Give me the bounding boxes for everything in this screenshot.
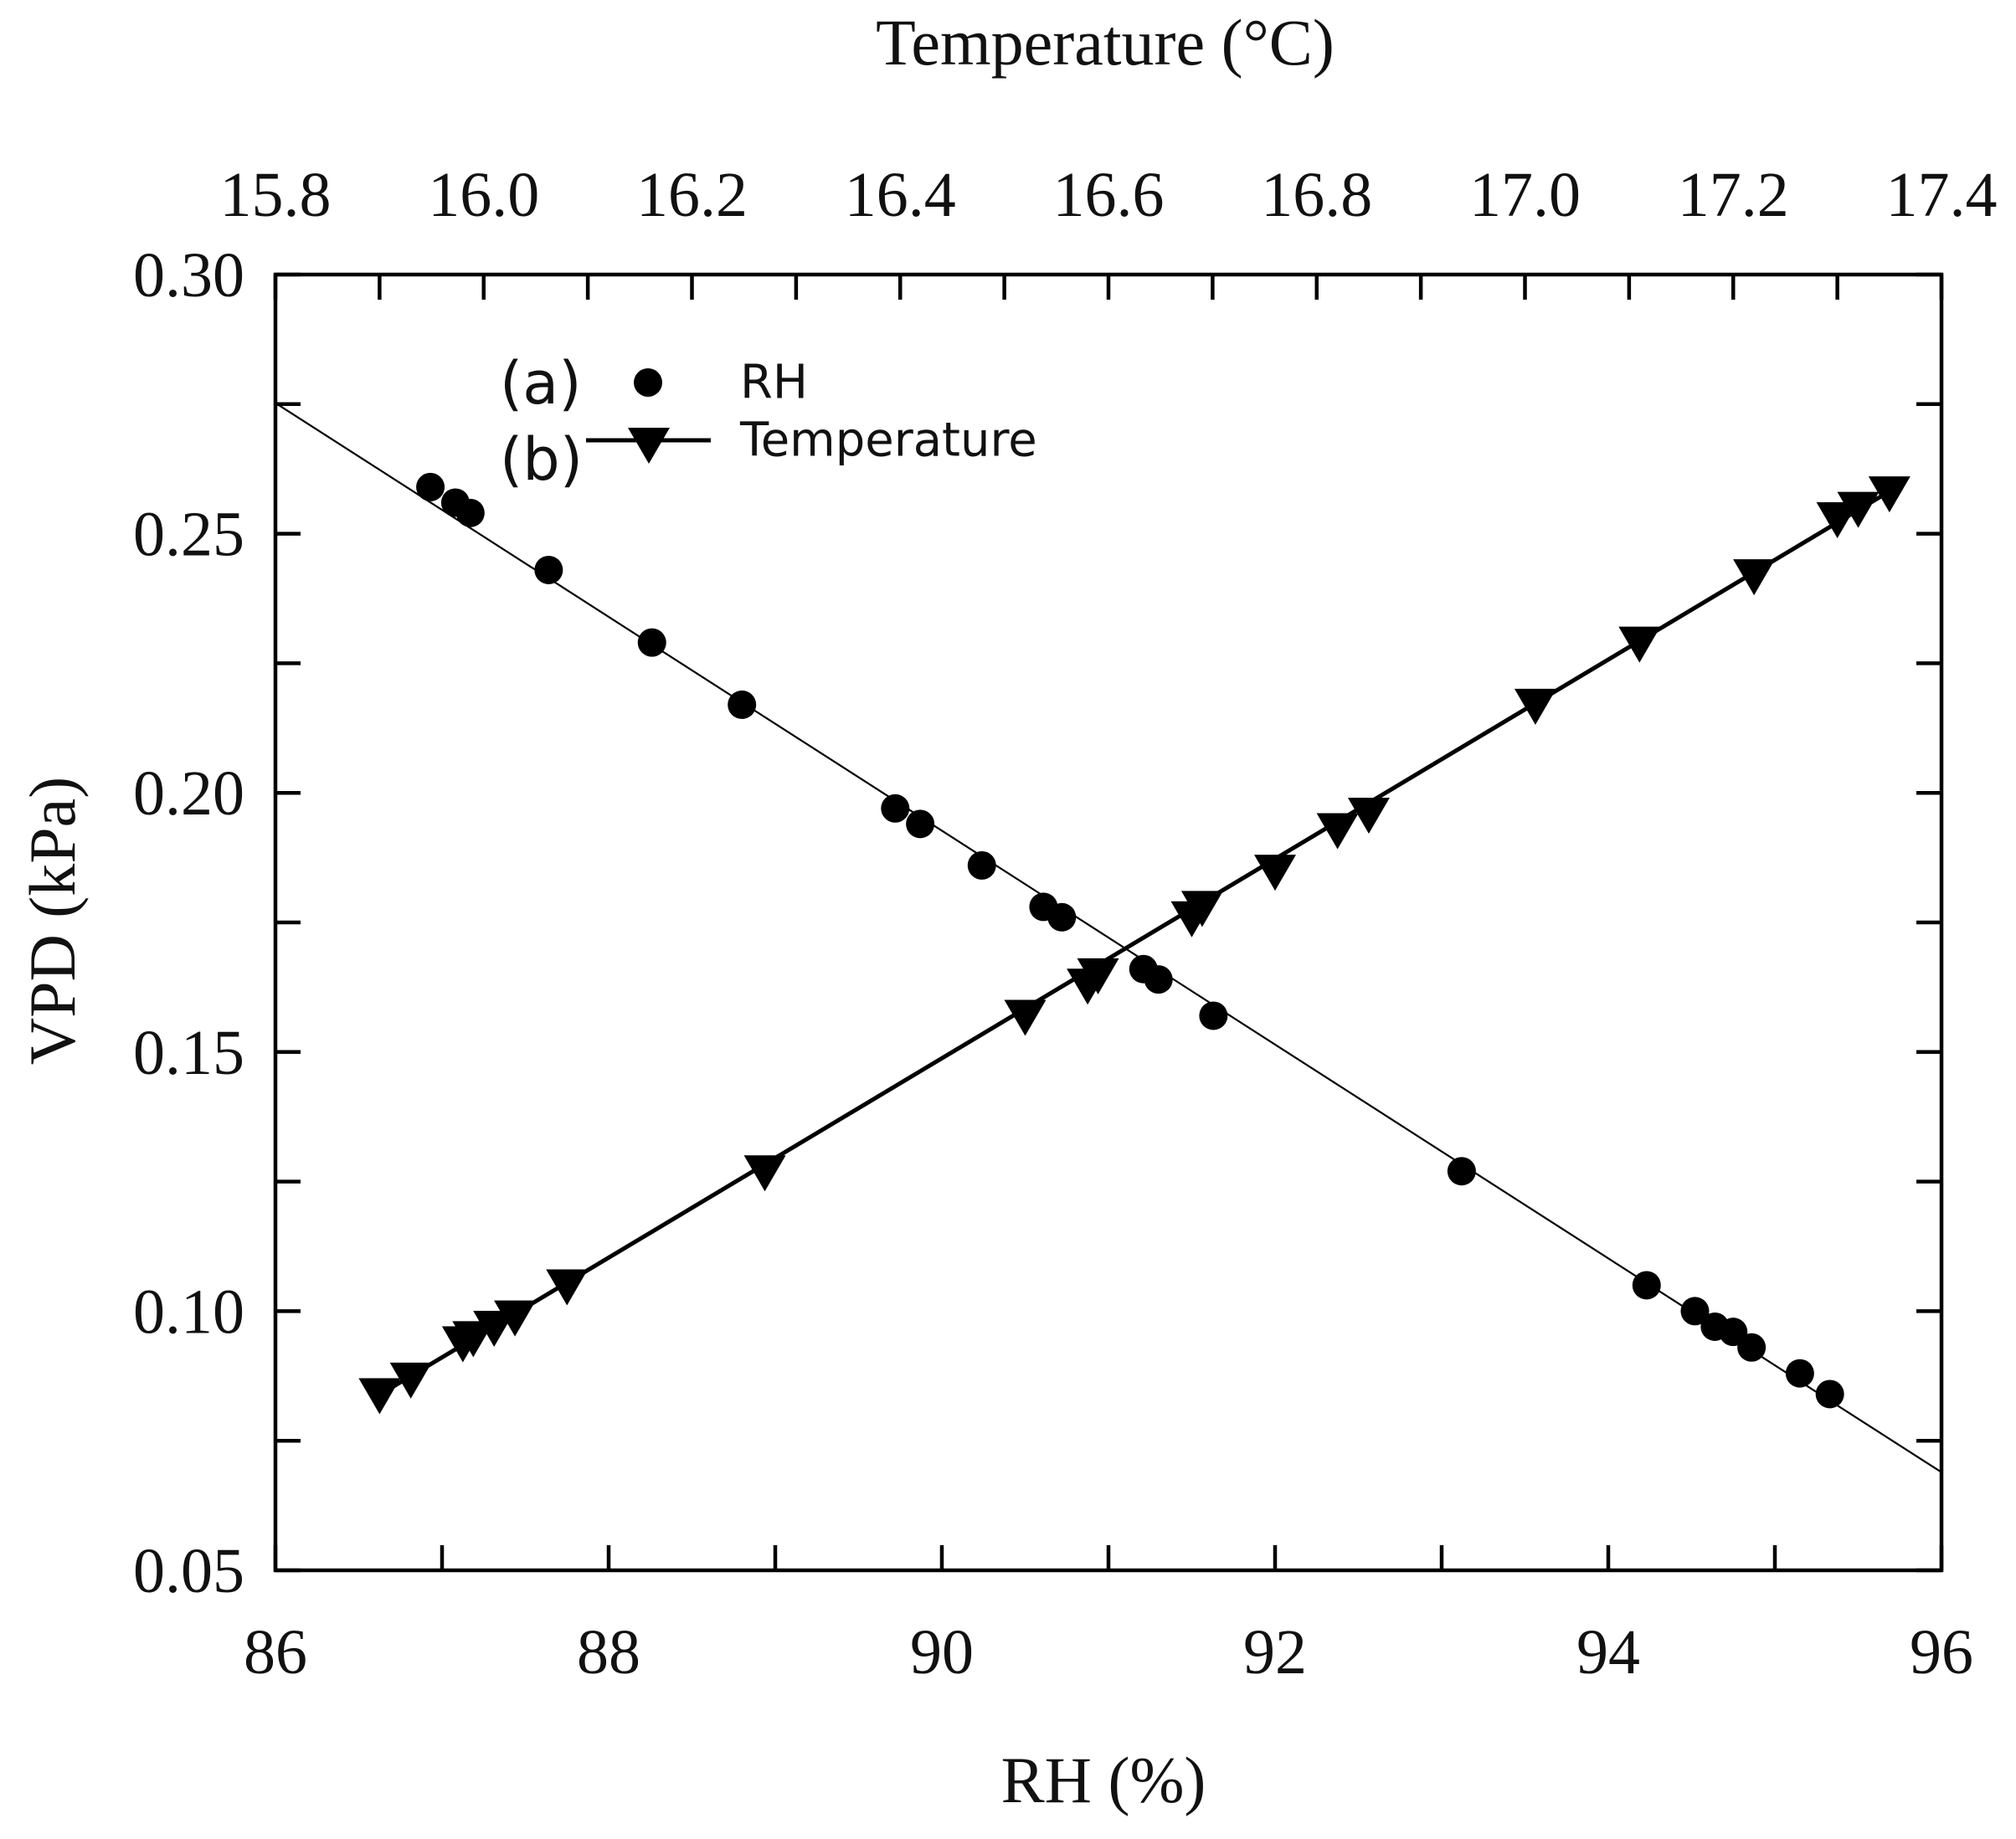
x-tick-label: 88 bbox=[577, 1617, 640, 1687]
temperature-data-point bbox=[1514, 688, 1556, 725]
temperature-data-point bbox=[1733, 559, 1776, 596]
temperature-data-point bbox=[1868, 476, 1911, 513]
rh-data-point bbox=[534, 555, 563, 584]
rh-data-point bbox=[906, 809, 935, 839]
y-tick-label: 0.10 bbox=[133, 1277, 244, 1347]
temperature-data-point bbox=[1077, 958, 1119, 994]
rh-data-point bbox=[1680, 1297, 1710, 1326]
x-tick-label: 96 bbox=[1910, 1617, 1973, 1687]
x-tick-label: 86 bbox=[244, 1617, 307, 1687]
x-axis-title: RH (%) bbox=[1001, 1744, 1206, 1816]
x-tick-label: 90 bbox=[910, 1617, 974, 1687]
temperature-data-point bbox=[1837, 491, 1880, 528]
rh-data-point bbox=[1447, 1157, 1476, 1186]
temperature-data-point bbox=[1816, 502, 1859, 539]
temperature-data-point bbox=[1180, 891, 1223, 927]
temperature-data-point bbox=[1254, 855, 1296, 891]
top-tick-label: 17.0 bbox=[1469, 160, 1581, 230]
rh-data-point bbox=[967, 850, 996, 880]
top-tick-label: 17.2 bbox=[1678, 160, 1789, 230]
legend-prefix-b: (b) bbox=[500, 425, 583, 494]
x-tick-label: 94 bbox=[1576, 1617, 1640, 1687]
rh-data-point bbox=[455, 498, 485, 527]
rh-data-point bbox=[1047, 902, 1077, 932]
rh-data-point bbox=[881, 794, 910, 823]
rh-data-point bbox=[416, 472, 445, 501]
rh-data-point bbox=[728, 690, 757, 719]
rh-data-point bbox=[1737, 1333, 1767, 1362]
top-tick-label: 16.4 bbox=[845, 160, 956, 230]
legend-rh-marker bbox=[634, 368, 662, 397]
temperature-data-point bbox=[389, 1362, 432, 1399]
temperature-data-point bbox=[546, 1269, 589, 1306]
data-series bbox=[274, 402, 1943, 1473]
rh-data-point bbox=[1199, 1001, 1228, 1030]
y-tick-label: 0.20 bbox=[133, 758, 244, 829]
y-tick-label: 0.25 bbox=[133, 500, 244, 570]
y-tick-label: 0.05 bbox=[133, 1536, 244, 1606]
temperature-data-point bbox=[473, 1310, 516, 1347]
top-tick-label: 16.6 bbox=[1053, 160, 1165, 230]
y-tick-label: 0.15 bbox=[133, 1018, 244, 1088]
legend-rh-label: RH bbox=[740, 356, 808, 410]
top-tick-label: 16.2 bbox=[636, 160, 748, 230]
plot-frame bbox=[273, 272, 1944, 1573]
temperature-data-point bbox=[1316, 813, 1359, 850]
legend-prefix-a: (a) bbox=[500, 349, 582, 418]
temperature-fit-line bbox=[377, 489, 1892, 1397]
legend-temperature-label: Temperature bbox=[739, 414, 1037, 468]
rh-data-point bbox=[1815, 1379, 1844, 1409]
top-tick-label: 16.0 bbox=[428, 160, 539, 230]
y-axis-title: VPD (kPa) bbox=[16, 777, 89, 1066]
rh-data-point bbox=[637, 628, 666, 657]
x-tick-label: 92 bbox=[1243, 1617, 1307, 1687]
rh-data-point bbox=[1785, 1359, 1814, 1388]
top-axis-title: Temperature (°C) bbox=[876, 6, 1335, 79]
rh-data-point bbox=[1632, 1271, 1661, 1300]
rh-data-point bbox=[1144, 965, 1173, 994]
temperature-data-point bbox=[1347, 797, 1390, 834]
legend: (a) RH (b) Temperature bbox=[500, 349, 1037, 494]
legend-temperature-marker bbox=[628, 428, 670, 464]
temperature-data-point bbox=[358, 1378, 401, 1415]
top-tick-label: 15.8 bbox=[220, 160, 332, 230]
temperature-data-point bbox=[452, 1321, 495, 1358]
top-tick-label: 16.8 bbox=[1261, 160, 1372, 230]
temperature-data-point bbox=[494, 1300, 537, 1337]
tick-labels: 86 88 90 92 94 96 15.8 16.0 16.2 16.4 16.6 16.8 17.0… bbox=[133, 160, 1998, 1687]
top-tick-label: 17.4 bbox=[1886, 160, 1998, 230]
y-tick-label: 0.30 bbox=[133, 240, 244, 311]
temperature-data-point bbox=[1004, 999, 1047, 1036]
temperature-data-point bbox=[743, 1155, 786, 1192]
temperature-data-point bbox=[1618, 626, 1661, 663]
